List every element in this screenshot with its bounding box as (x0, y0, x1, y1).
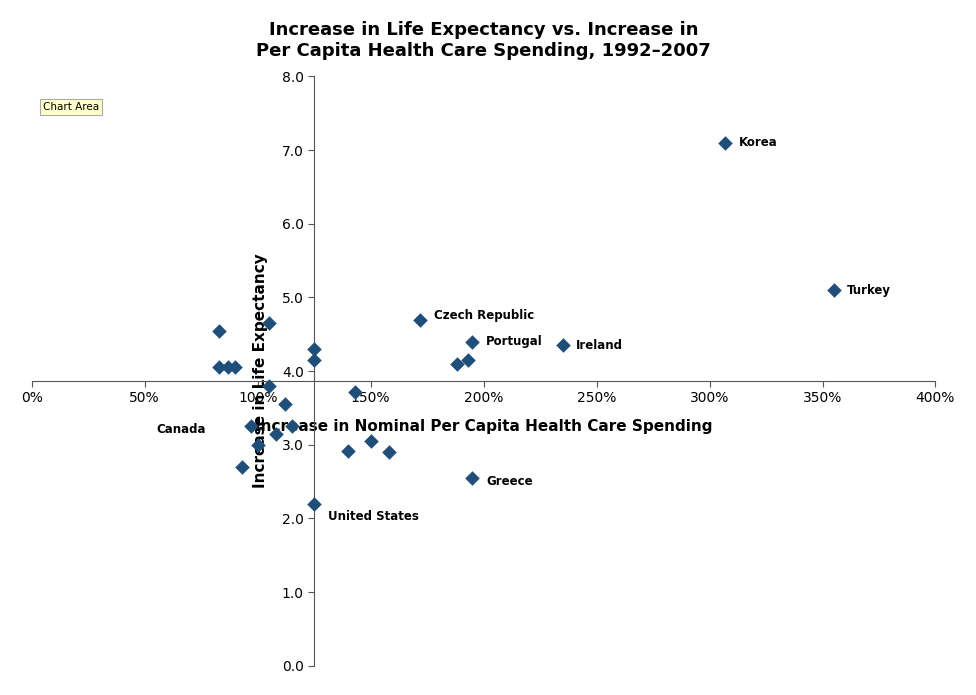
Point (268, 428, 284, 439)
Text: United States: United States (328, 510, 419, 523)
Text: Chart Area: Chart Area (43, 102, 100, 113)
Point (221, 362, 236, 373)
Title: Increase in Life Expectancy vs. Increase in
Per Capita Health Care Spending, 199: Increase in Life Expectancy vs. Increase… (257, 21, 711, 60)
Point (234, 461, 250, 473)
Point (363, 436, 379, 447)
Point (717, 137, 733, 148)
Point (306, 343, 322, 354)
Point (306, 498, 322, 509)
Point (465, 473, 480, 484)
Point (212, 325, 227, 336)
Point (227, 362, 243, 373)
Point (306, 354, 322, 366)
Point (250, 439, 265, 450)
Point (826, 284, 841, 295)
Text: Czech Republic: Czech Republic (434, 309, 534, 322)
Point (413, 314, 428, 325)
Point (284, 420, 300, 432)
Point (465, 336, 480, 348)
Point (243, 420, 259, 432)
Point (347, 386, 363, 398)
Y-axis label: Increase in Life Expectancy: Increase in Life Expectancy (253, 254, 267, 489)
Text: Portugal: Portugal (486, 335, 543, 348)
Point (262, 318, 277, 329)
Text: Korea: Korea (739, 136, 778, 149)
Point (460, 354, 475, 366)
Text: Turkey: Turkey (847, 284, 891, 297)
Point (277, 399, 293, 410)
X-axis label: Increase in Nominal Per Capita Health Care Spending: Increase in Nominal Per Capita Health Ca… (255, 419, 712, 434)
Text: Greece: Greece (486, 475, 533, 488)
Point (262, 380, 277, 391)
Point (381, 446, 396, 457)
Text: Canada: Canada (156, 423, 206, 436)
Point (212, 362, 227, 373)
Point (555, 340, 571, 351)
Point (341, 445, 356, 456)
Point (449, 358, 465, 369)
Text: Ireland: Ireland (576, 338, 624, 352)
